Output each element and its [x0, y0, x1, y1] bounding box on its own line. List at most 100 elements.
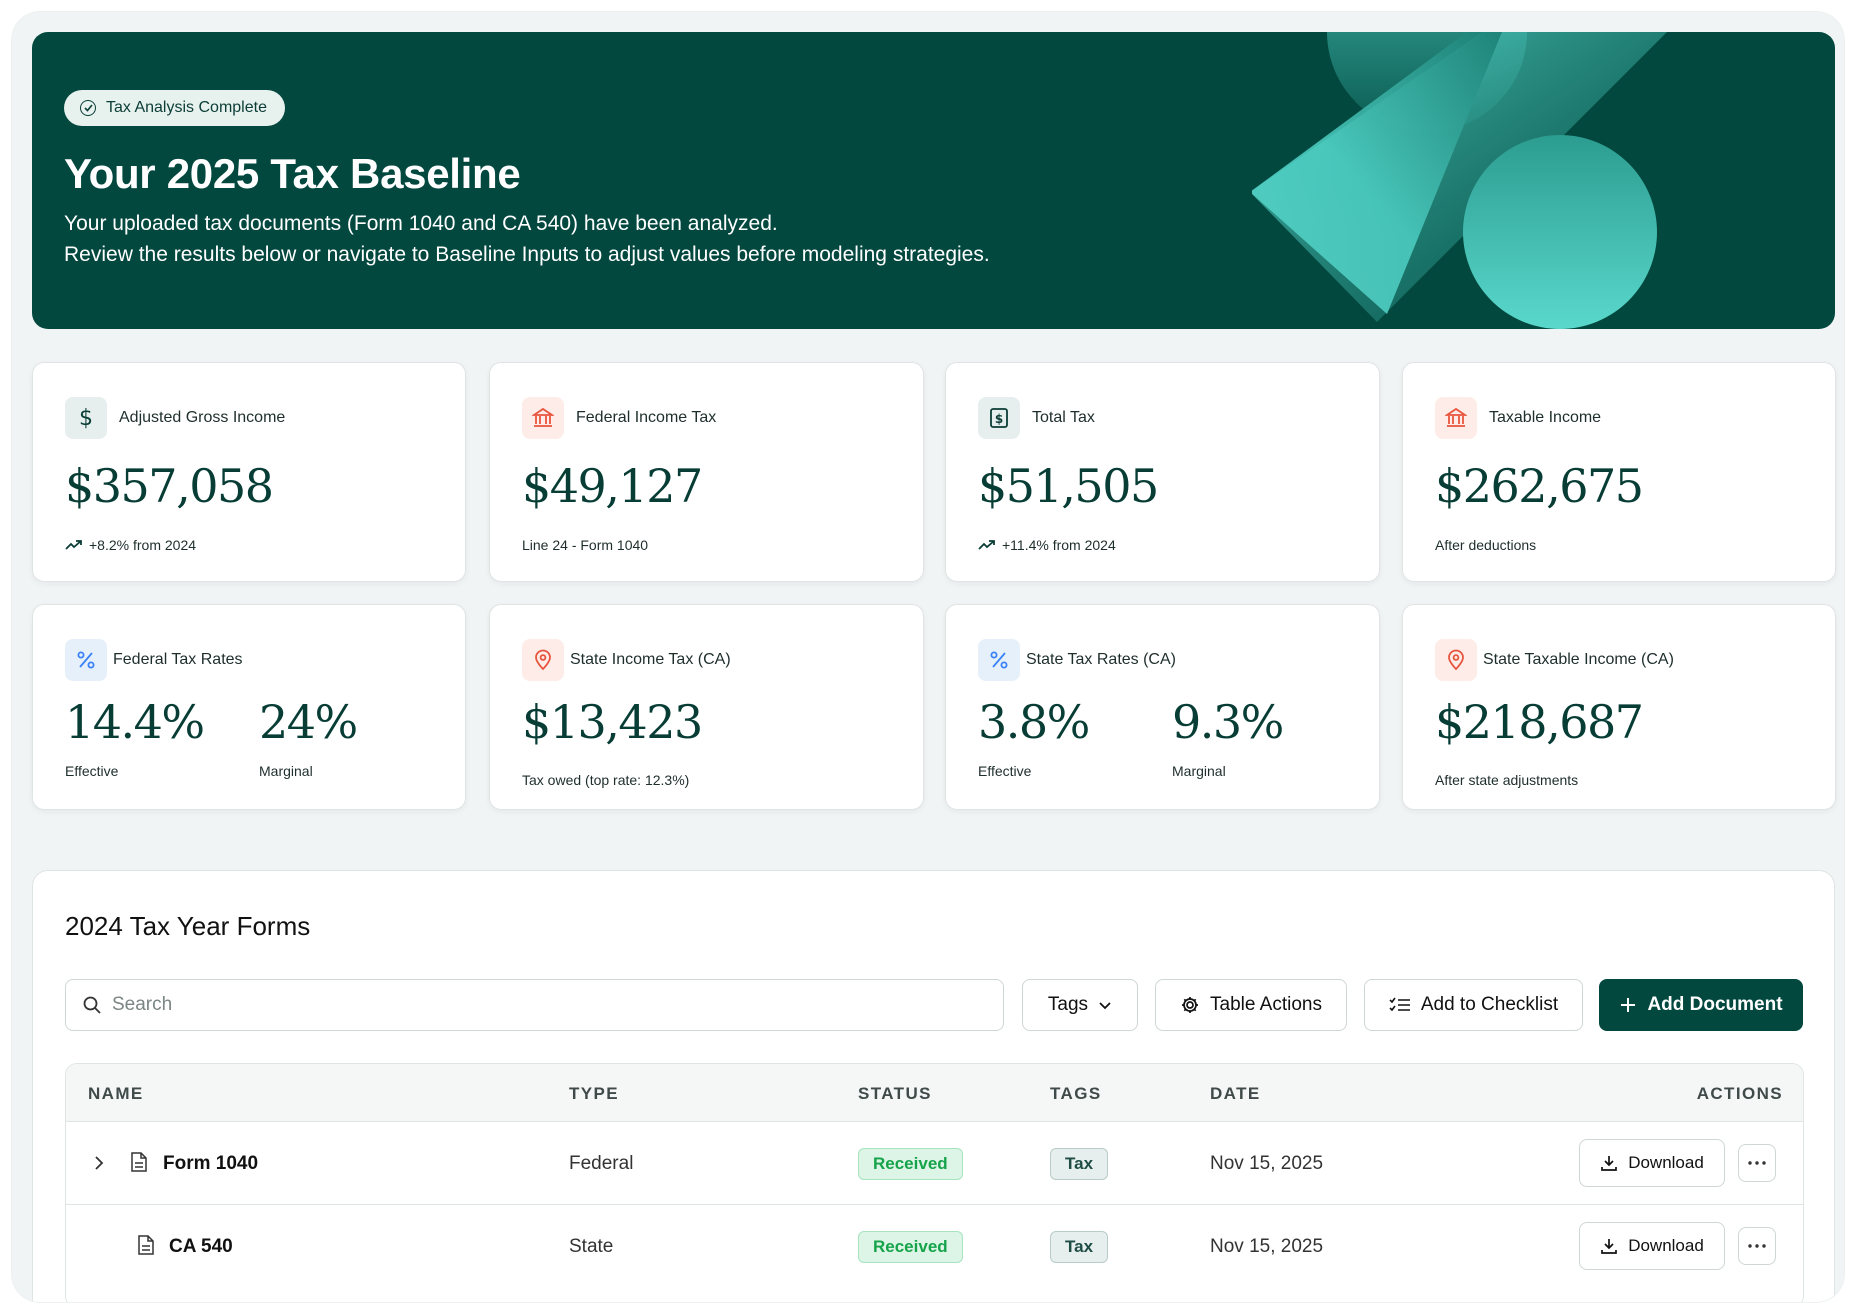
- trending-up-icon: [65, 540, 82, 550]
- card-trend: +11.4% from 2024: [978, 537, 1116, 553]
- column-header-actions: ACTIONS: [1696, 1084, 1783, 1103]
- dollar-icon: $: [65, 397, 107, 439]
- forms-table: NAME TYPE STATUS TAGS DATE ACTIONS Form …: [65, 1063, 1804, 1302]
- row-date: Nov 15, 2025: [1210, 1236, 1324, 1257]
- download-button[interactable]: Download: [1579, 1139, 1725, 1187]
- table-actions-button[interactable]: Table Actions: [1155, 979, 1347, 1031]
- tag-badge: Tax: [1050, 1148, 1109, 1180]
- card-value: $357,058: [65, 459, 274, 513]
- plus-icon: [1621, 998, 1636, 1012]
- status-badge: Tax Analysis Complete: [64, 90, 285, 126]
- search-icon: [83, 996, 101, 1014]
- tax-forms-panel: 2024 Tax Year Forms Tags Table Actions A…: [32, 870, 1835, 1302]
- row-date: Nov 15, 2025: [1210, 1153, 1324, 1174]
- document-icon: [131, 1152, 147, 1172]
- more-options-button[interactable]: [1738, 1144, 1776, 1182]
- marginal-rate-value: 24%: [259, 695, 358, 749]
- add-to-checklist-label: Add to Checklist: [1420, 994, 1559, 1015]
- percent-icon: [978, 639, 1020, 681]
- column-header-name: NAME: [88, 1084, 144, 1103]
- row-type: State: [569, 1236, 614, 1257]
- more-options-button[interactable]: [1738, 1227, 1776, 1265]
- card-adjusted-gross-income: $ Adjusted Gross Income $357,058 +8.2% f…: [32, 362, 466, 582]
- row-name[interactable]: Form 1040: [163, 1153, 259, 1174]
- card-sub: Tax owed (top rate: 12.3%): [522, 772, 690, 788]
- card-label: State Tax Rates (CA): [1026, 651, 1176, 668]
- card-federal-income-tax: Federal Income Tax $49,127 Line 24 - For…: [489, 362, 924, 582]
- percent-icon: [65, 639, 107, 681]
- card-value: $218,687: [1435, 695, 1644, 749]
- effective-rate: 14.4% Effective: [65, 695, 205, 779]
- chevron-right-icon[interactable]: [92, 1155, 106, 1171]
- card-value: $13,423: [522, 695, 703, 749]
- card-sub: +8.2% from 2024: [89, 537, 197, 553]
- marginal-rate-value: 9.3%: [1172, 695, 1284, 749]
- check-circle-icon: [80, 100, 96, 116]
- effective-rate: 3.8% Effective: [978, 695, 1090, 779]
- hero-description-line-1: Your uploaded tax documents (Form 1040 a…: [64, 212, 778, 235]
- bank-icon: [522, 397, 564, 439]
- section-title: 2024 Tax Year Forms: [65, 911, 311, 941]
- card-label: Total Tax: [1032, 409, 1095, 426]
- bank-icon: [1435, 397, 1477, 439]
- search-input[interactable]: [112, 994, 972, 1016]
- download-button[interactable]: Download: [1579, 1222, 1725, 1270]
- chevron-down-icon: [1099, 1002, 1111, 1010]
- page-title: Your 2025 Tax Baseline: [64, 150, 521, 197]
- marginal-rate: 24% Marginal: [259, 695, 358, 779]
- receipt-dollar-icon: $: [978, 397, 1020, 439]
- effective-rate-label: Effective: [978, 763, 1032, 779]
- card-label: Adjusted Gross Income: [119, 409, 286, 426]
- gear-icon: [1182, 997, 1199, 1013]
- column-header-status: STATUS: [858, 1084, 932, 1103]
- hero-description-line-2: Review the results below or navigate to …: [64, 243, 990, 266]
- ellipsis-icon: [1748, 1244, 1766, 1248]
- card-label: Taxable Income: [1489, 409, 1602, 426]
- row-type: Federal: [569, 1153, 634, 1174]
- card-federal-tax-rates: Federal Tax Rates 14.4% Effective 24% Ma…: [32, 604, 466, 810]
- card-sub: +11.4% from 2024: [1002, 537, 1116, 553]
- card-sub: After state adjustments: [1435, 772, 1579, 788]
- svg-text:$: $: [79, 406, 93, 430]
- decorative-shapes-graphic: [1252, 32, 1667, 329]
- effective-rate-value: 3.8%: [978, 695, 1090, 749]
- marginal-rate: 9.3% Marginal: [1172, 695, 1284, 779]
- add-document-button[interactable]: Add Document: [1599, 979, 1803, 1031]
- search-box: [65, 979, 1004, 1031]
- map-pin-icon: [522, 639, 564, 681]
- card-taxable-income: Taxable Income $262,675 After deductions: [1402, 362, 1836, 582]
- column-header-type: TYPE: [569, 1084, 620, 1103]
- card-total-tax: $ Total Tax $51,505 +11.4% from 2024: [945, 362, 1380, 582]
- card-sub: After deductions: [1435, 537, 1537, 553]
- card-label: State Taxable Income (CA): [1483, 651, 1674, 668]
- card-state-taxable-income: State Taxable Income (CA) $218,687 After…: [1402, 604, 1836, 810]
- table-header: NAME TYPE STATUS TAGS DATE ACTIONS: [66, 1064, 1803, 1122]
- column-header-date: DATE: [1210, 1084, 1261, 1103]
- tag-badge: Tax: [1050, 1231, 1109, 1263]
- download-label: Download: [1628, 1153, 1704, 1172]
- effective-rate-value: 14.4%: [65, 695, 205, 749]
- column-header-tags: TAGS: [1050, 1084, 1102, 1103]
- table-actions-label: Table Actions: [1210, 994, 1322, 1015]
- card-trend: +8.2% from 2024: [65, 537, 196, 553]
- table-row[interactable]: CA 540 State Received Tax Nov 15, 2025 D…: [66, 1205, 1803, 1288]
- ellipsis-icon: [1748, 1161, 1766, 1165]
- card-state-tax-rates: State Tax Rates (CA) 3.8% Effective 9.3%…: [945, 604, 1380, 810]
- table-row[interactable]: Form 1040 Federal Received Tax Nov 15, 2…: [66, 1122, 1803, 1205]
- hero-banner: Tax Analysis Complete Your 2025 Tax Base…: [32, 32, 1835, 329]
- document-icon: [138, 1235, 154, 1255]
- download-icon: [1601, 1156, 1618, 1171]
- add-document-label: Add Document: [1647, 994, 1783, 1015]
- marginal-rate-label: Marginal: [259, 763, 313, 779]
- add-to-checklist-button[interactable]: Add to Checklist: [1364, 979, 1583, 1031]
- effective-rate-label: Effective: [65, 763, 119, 779]
- card-sub: Line 24 - Form 1040: [522, 537, 649, 553]
- tags-dropdown-button[interactable]: Tags: [1022, 979, 1138, 1031]
- row-name[interactable]: CA 540: [169, 1236, 233, 1257]
- card-state-income-tax: State Income Tax (CA) $13,423 Tax owed (…: [489, 604, 924, 810]
- status-badge: Received: [858, 1148, 963, 1180]
- download-label: Download: [1628, 1236, 1704, 1255]
- trending-up-icon: [978, 540, 995, 550]
- status-badge: Received: [858, 1231, 963, 1263]
- checklist-icon: [1389, 997, 1410, 1012]
